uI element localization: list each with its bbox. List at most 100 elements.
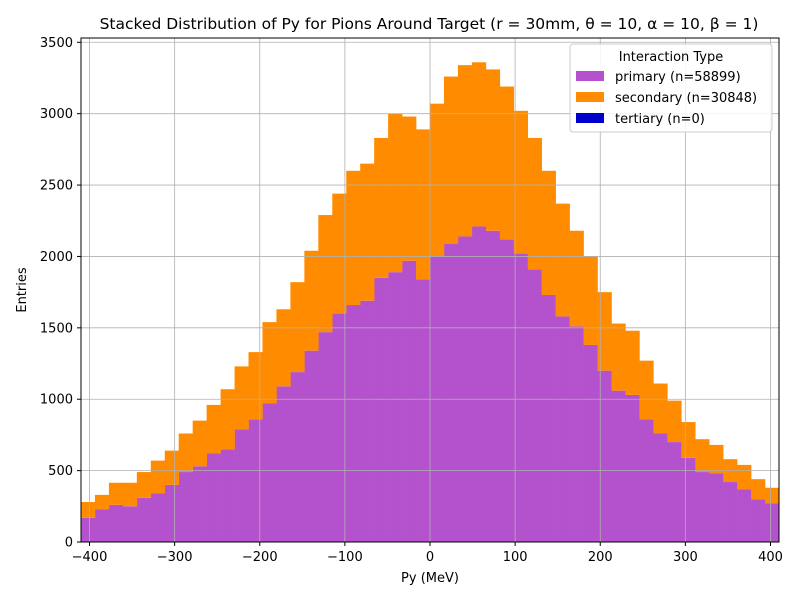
bar-primary-28 (471, 226, 487, 542)
bar-primary-38 (611, 390, 626, 542)
bar-secondary-30 (499, 86, 515, 240)
bar-primary-49 (765, 503, 780, 542)
bar-primary-26 (443, 243, 459, 542)
bar-secondary-26 (443, 76, 459, 244)
bar-primary-46 (723, 482, 738, 542)
bar-secondary-25 (430, 103, 445, 257)
legend-title: Interaction Type (619, 50, 724, 65)
bar-primary-2 (108, 504, 124, 542)
bar-primary-39 (625, 394, 640, 542)
bar-secondary-7 (178, 433, 193, 473)
bar-primary-29 (485, 230, 501, 542)
bar-secondary-13 (262, 322, 277, 404)
bar-secondary-48 (751, 479, 766, 500)
bar-primary-6 (164, 484, 180, 542)
y-tick-label: 1500 (40, 321, 73, 336)
bar-primary-37 (597, 370, 612, 542)
bar-primary-14 (276, 386, 291, 542)
y-tick-label: 3500 (40, 36, 73, 51)
bar-secondary-1 (94, 494, 110, 510)
bar-primary-16 (304, 350, 319, 542)
bar-primary-40 (639, 419, 654, 542)
bar-primary-1 (94, 509, 110, 542)
y-tick-label: 500 (48, 464, 73, 479)
x-tick-label: 0 (426, 550, 434, 565)
bar-secondary-3 (122, 482, 138, 507)
bar-primary-32 (527, 269, 542, 542)
bar-secondary-14 (276, 309, 291, 387)
bar-primary-8 (192, 466, 207, 542)
bar-primary-34 (555, 316, 570, 542)
bar-secondary-21 (374, 137, 389, 278)
bar-primary-18 (332, 313, 347, 542)
bar-primary-42 (667, 442, 682, 542)
legend-label-secondary: secondary (n=30848) (615, 91, 757, 106)
chart-title: Stacked Distribution of Py for Pions Aro… (100, 15, 759, 33)
bar-secondary-18 (332, 193, 347, 314)
bar-primary-31 (513, 253, 529, 542)
bar-secondary-41 (653, 383, 668, 434)
bar-primary-43 (681, 457, 696, 542)
y-tick-label: 0 (65, 536, 73, 551)
bar-primary-10 (220, 449, 235, 542)
bar-secondary-5 (150, 460, 166, 494)
x-tick-label: 200 (588, 550, 613, 565)
bar-secondary-42 (667, 400, 682, 443)
bar-secondary-12 (248, 352, 263, 420)
bar-primary-23 (402, 260, 417, 542)
legend: Interaction Type primary (n=58899) secon… (569, 43, 773, 133)
x-tick-label: −400 (72, 550, 108, 565)
x-tick-label: 400 (758, 550, 783, 565)
bar-primary-19 (346, 304, 361, 542)
bar-secondary-16 (304, 250, 319, 351)
ticks-layer: −400 −300 −200 −100 0 100 200 300 400 0 500 1000 150… (40, 36, 783, 565)
bar-secondary-8 (192, 420, 207, 467)
bar-primary-48 (751, 499, 766, 542)
bar-secondary-45 (709, 444, 724, 474)
bar-secondary-43 (681, 422, 696, 458)
bar-primary-15 (290, 372, 305, 542)
bar-primary-12 (248, 419, 263, 542)
bar-secondary-24 (416, 129, 431, 280)
bar-primary-30 (499, 239, 515, 542)
bar-primary-0 (81, 517, 96, 542)
bar-primary-17 (318, 332, 333, 542)
y-tick-label: 1000 (40, 393, 73, 408)
bar-secondary-22 (388, 113, 403, 273)
bar-secondary-6 (164, 450, 180, 485)
bar-primary-5 (150, 493, 166, 542)
bars-layer (81, 62, 780, 542)
y-tick-label: 3000 (40, 107, 73, 122)
bar-secondary-37 (597, 292, 612, 371)
bar-primary-20 (360, 300, 375, 542)
bar-secondary-28 (471, 62, 487, 227)
bar-primary-35 (569, 326, 584, 542)
bar-primary-47 (737, 489, 752, 542)
bar-primary-3 (122, 506, 138, 542)
legend-swatch-tertiary (576, 113, 604, 123)
bar-secondary-10 (220, 389, 235, 450)
bar-secondary-17 (318, 215, 333, 333)
bar-primary-44 (695, 472, 710, 542)
bar-primary-13 (262, 403, 277, 542)
bar-primary-24 (416, 279, 431, 542)
bar-primary-22 (388, 272, 403, 542)
bar-secondary-33 (541, 170, 556, 295)
y-tick-label: 2500 (40, 179, 73, 194)
bar-secondary-36 (583, 256, 598, 345)
x-tick-label: 300 (673, 550, 698, 565)
x-axis-label: Py (MeV) (401, 571, 459, 586)
bar-primary-27 (457, 236, 473, 542)
x-tick-label: −300 (157, 550, 193, 565)
bar-secondary-44 (695, 439, 710, 473)
bar-primary-45 (709, 473, 724, 542)
bar-secondary-11 (234, 366, 249, 430)
bar-secondary-39 (625, 330, 640, 395)
y-tick-label: 2000 (40, 250, 73, 265)
bar-secondary-15 (290, 282, 305, 373)
x-tick-label: 100 (503, 550, 528, 565)
x-tick-label: −200 (242, 550, 278, 565)
bar-secondary-38 (611, 323, 626, 391)
legend-swatch-secondary (576, 92, 604, 102)
